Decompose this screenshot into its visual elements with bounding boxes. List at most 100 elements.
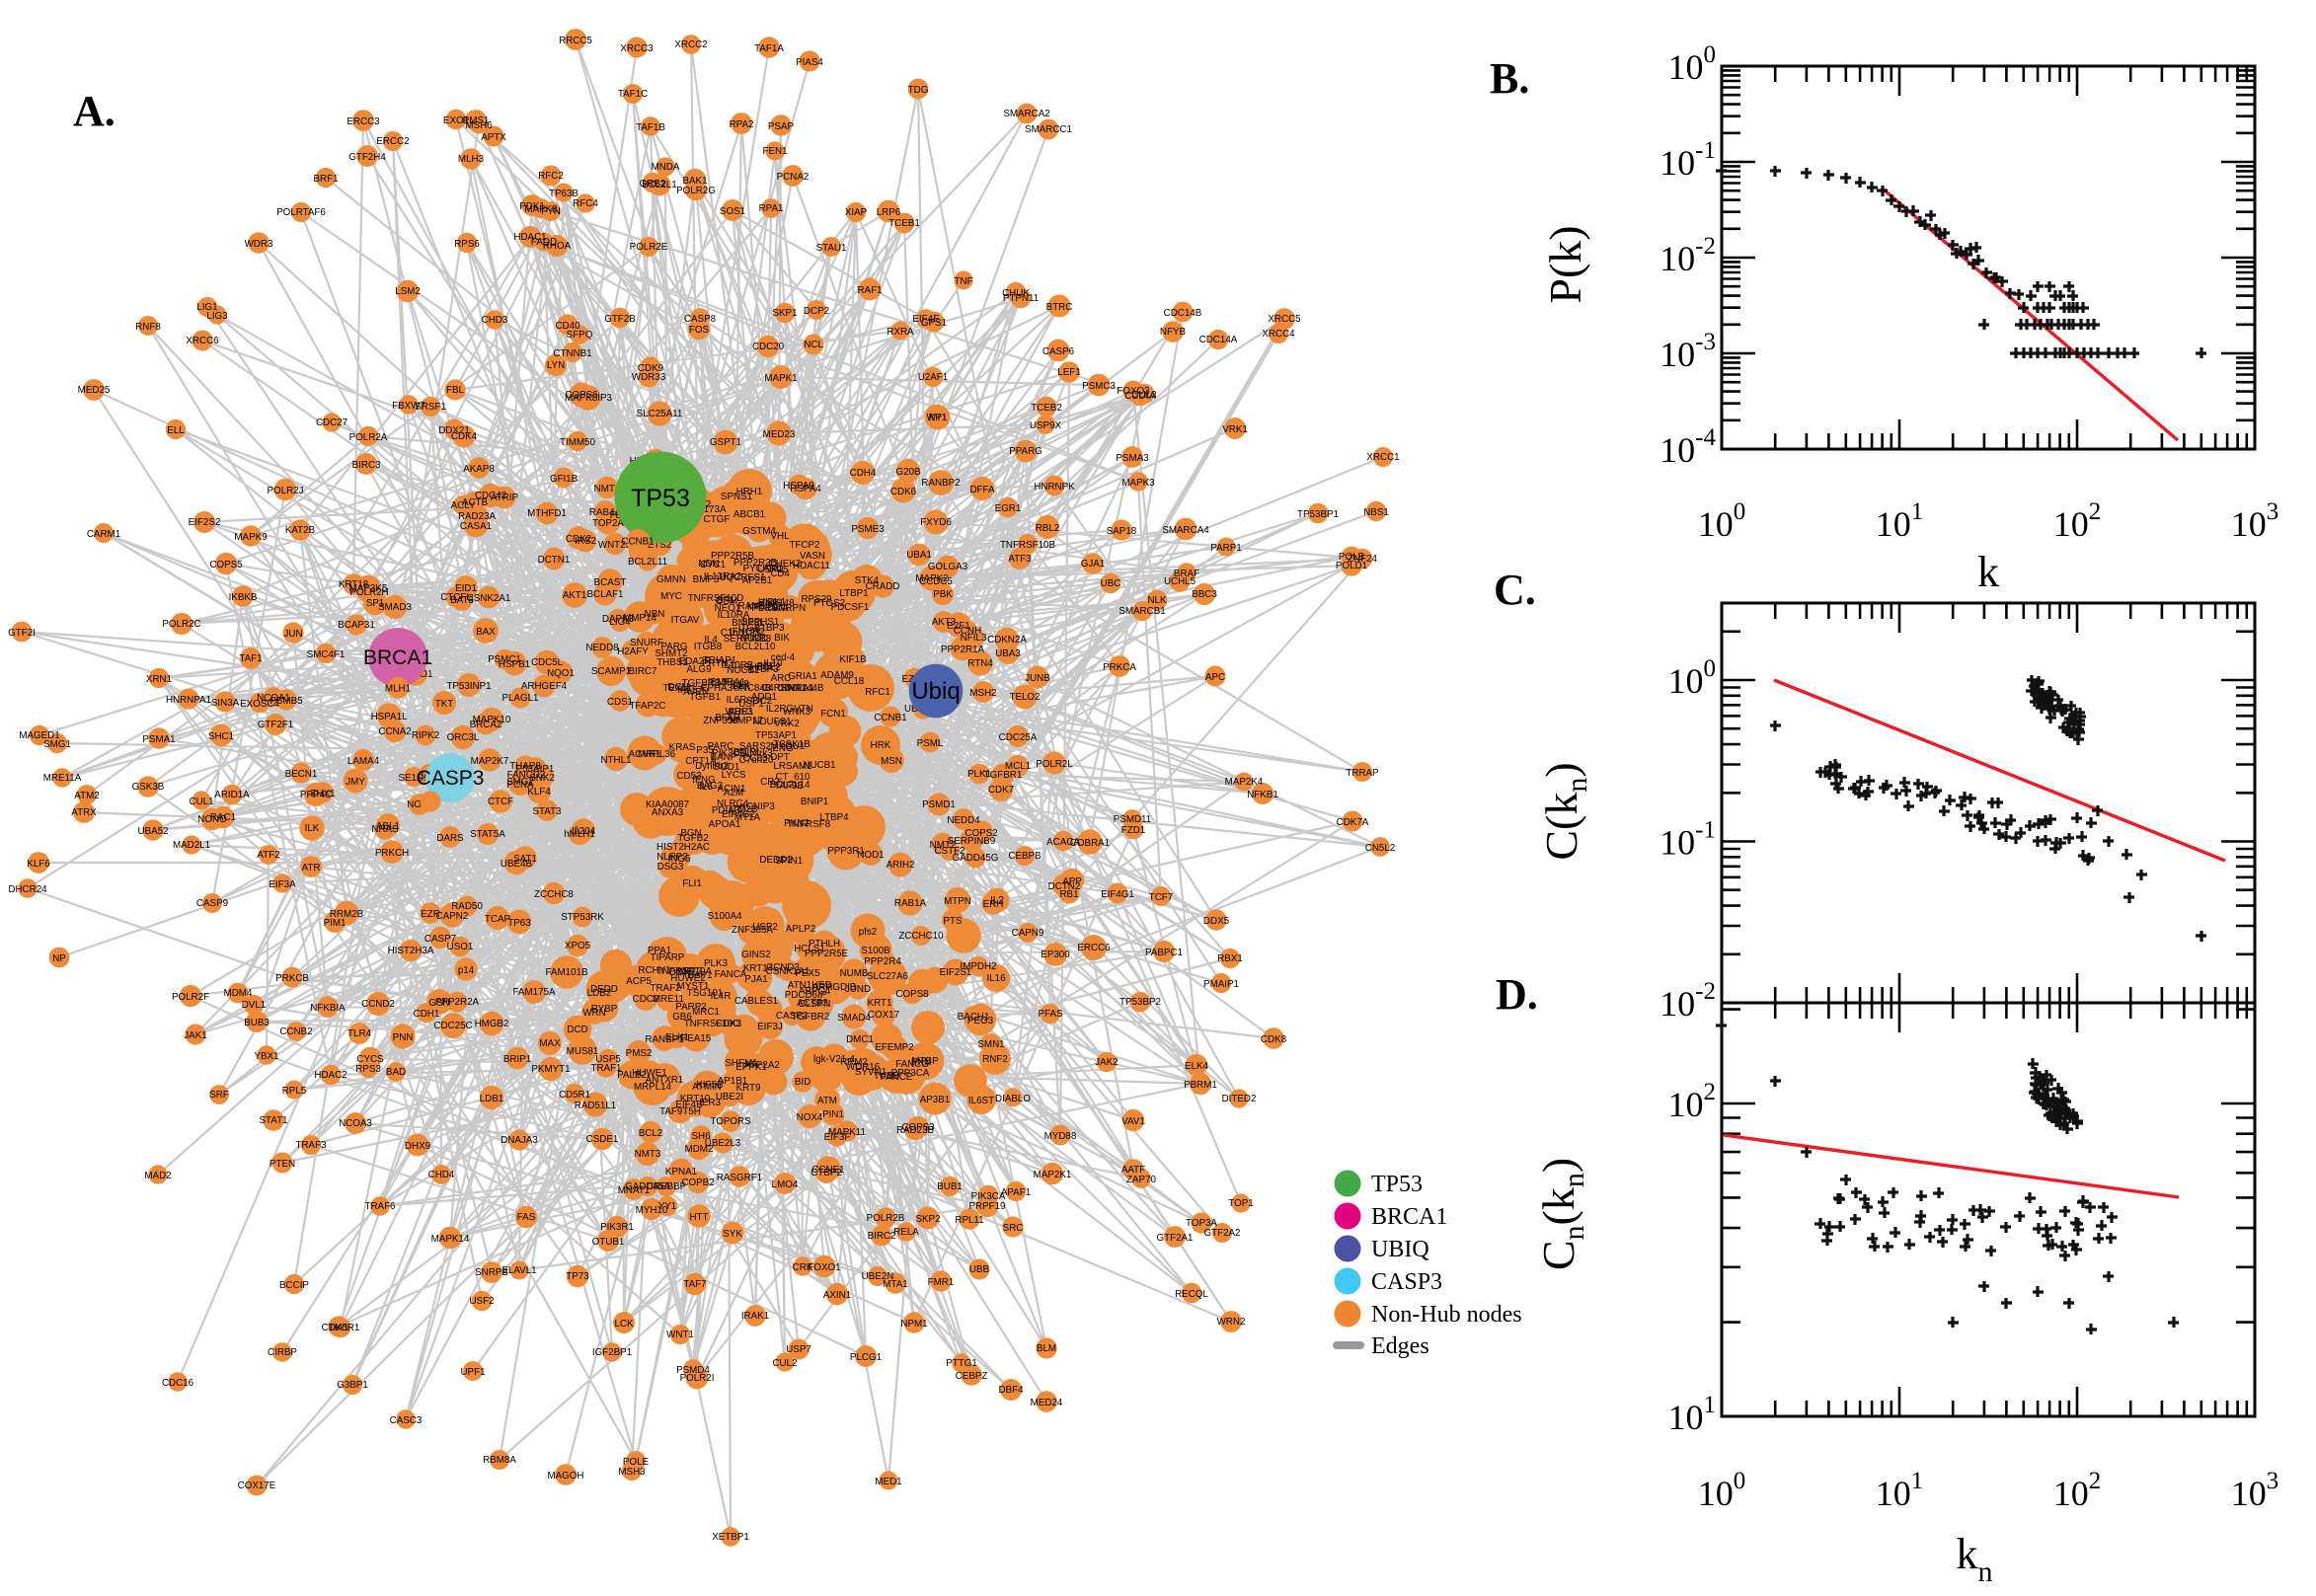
svg-text:LTBP1: LTBP1 [839, 588, 868, 599]
svg-text:ORC3L: ORC3L [447, 732, 480, 743]
svg-text:CREBBP: CREBBP [647, 1181, 687, 1192]
svg-text:HRH1: HRH1 [736, 487, 763, 497]
svg-text:ELAVL1: ELAVL1 [502, 1265, 536, 1276]
svg-text:PJA1: PJA1 [744, 974, 767, 985]
svg-text:COX17E: COX17E [238, 1481, 276, 1491]
svg-text:TP73: TP73 [566, 1271, 589, 1282]
svg-text:XRCC5: XRCC5 [1268, 314, 1301, 325]
svg-text:RANBP1: RANBP1 [645, 1034, 683, 1045]
svg-text:C4R: C4R [761, 683, 781, 694]
svg-text:EFEMP2: EFEMP2 [875, 1042, 913, 1053]
svg-text:ITM2B: ITM2B [730, 804, 758, 815]
svg-text:MAPK14: MAPK14 [431, 1234, 470, 1245]
svg-text:BCL2L14: BCL2L14 [770, 780, 811, 791]
svg-text:PYCARD: PYCARD [743, 564, 784, 574]
svg-text:ATR: ATR [302, 863, 321, 874]
svg-text:RASGRF1: RASGRF1 [717, 1173, 762, 1183]
svg-text:NP: NP [52, 953, 66, 964]
svg-text:KRT2: KRT2 [678, 966, 703, 977]
svg-text:MAD2: MAD2 [144, 1171, 171, 1181]
svg-text:UBE4B: UBE4B [501, 859, 533, 870]
svg-text:RAD51L1: RAD51L1 [575, 1101, 616, 1111]
svg-text:PIK3CD: PIK3CD [712, 748, 746, 759]
svg-text:D.: D. [1496, 970, 1538, 1019]
svg-text:EIF4G1: EIF4G1 [1101, 889, 1134, 900]
svg-text:YBX1: YBX1 [254, 1051, 278, 1062]
svg-text:ARHGEF4: ARHGEF4 [521, 681, 568, 692]
svg-text:NUCB2: NUCB2 [727, 665, 759, 676]
svg-text:PPP2R1A: PPP2R1A [941, 645, 985, 655]
svg-text:TAF1C: TAF1C [618, 89, 648, 100]
svg-text:WDR33: WDR33 [632, 372, 666, 383]
svg-text:PIN1: PIN1 [822, 1109, 844, 1120]
svg-text:CYC1: CYC1 [700, 560, 726, 570]
svg-text:RFC2: RFC2 [538, 171, 564, 182]
svg-text:STAT1: STAT1 [259, 1115, 287, 1126]
svg-text:DSG3: DSG3 [657, 862, 684, 873]
svg-text:CYCS: CYCS [356, 1054, 384, 1065]
svg-text:MAPK3: MAPK3 [1121, 478, 1155, 489]
svg-text:G20B: G20B [895, 467, 921, 478]
svg-text:TLR4: TLR4 [347, 1028, 372, 1039]
svg-text:MSN: MSN [881, 756, 902, 767]
svg-text:SMN1: SMN1 [977, 1039, 1004, 1050]
svg-text:TP53: TP53 [631, 485, 690, 512]
svg-text:USP2: USP2 [752, 922, 778, 933]
svg-text:ARL3: ARL3 [729, 707, 753, 718]
svg-text:COL2A1: COL2A1 [777, 683, 814, 694]
svg-text:TGFB2: TGFB2 [677, 833, 709, 844]
svg-text:TP53BP2: TP53BP2 [1119, 997, 1161, 1008]
svg-text:KRT9: KRT9 [736, 1083, 761, 1094]
svg-text:CASA1: CASA1 [460, 521, 492, 532]
svg-text:GSN: GSN [428, 998, 449, 1009]
svg-text:AVEN: AVEN [683, 687, 709, 698]
svg-text:COPB2: COPB2 [681, 1178, 714, 1188]
svg-text:MLH3: MLH3 [458, 154, 485, 165]
svg-text:PEX5: PEX5 [795, 968, 820, 979]
svg-text:PTPN11: PTPN11 [1003, 293, 1039, 304]
svg-text:BAD: BAD [386, 1067, 406, 1078]
svg-text:EIF2S2: EIF2S2 [189, 517, 221, 528]
svg-text:EPPK1: EPPK1 [735, 1062, 767, 1073]
svg-text:WRN2: WRN2 [1217, 1317, 1246, 1328]
svg-text:MAX: MAX [539, 1038, 561, 1049]
svg-text:TSG101: TSG101 [687, 988, 724, 999]
svg-text:GOLGA3: GOLGA3 [928, 562, 968, 572]
svg-text:USP9X: USP9X [1030, 420, 1062, 431]
svg-text:RPS29: RPS29 [801, 594, 831, 605]
svg-text:TRAF2: TRAF2 [650, 983, 680, 994]
svg-text:ZHX1: ZHX1 [310, 789, 335, 799]
svg-text:PPP2R5E: PPP2R5E [805, 949, 849, 959]
svg-text:PLK3: PLK3 [704, 958, 729, 969]
svg-text:TSSK1B: TSSK1B [773, 739, 811, 750]
svg-text:RAB1A: RAB1A [894, 898, 927, 909]
svg-text:COPS3: COPS3 [901, 1122, 935, 1133]
svg-text:NLRC4: NLRC4 [717, 798, 749, 809]
svg-text:MLH1: MLH1 [385, 684, 411, 695]
svg-text:ATRX: ATRX [71, 807, 97, 818]
svg-text:BRCA2: BRCA2 [470, 720, 502, 730]
svg-text:NMT3: NMT3 [635, 1149, 661, 1160]
svg-text:MSH2: MSH2 [969, 688, 996, 699]
svg-text:SE1D1: SE1D1 [398, 773, 428, 784]
svg-text:XRCC6: XRCC6 [186, 336, 219, 346]
svg-text:IKBKB: IKBKB [229, 592, 258, 603]
svg-text:MED23: MED23 [763, 429, 796, 440]
svg-text:WRN: WRN [582, 1008, 605, 1019]
svg-text:DPT: DPT [770, 752, 790, 763]
svg-text:CDC14A: CDC14A [1199, 335, 1238, 345]
svg-text:GB6: GB6 [672, 1012, 692, 1023]
svg-text:WDR16: WDR16 [846, 1062, 881, 1073]
svg-text:PRPF19: PRPF19 [968, 1201, 1005, 1212]
svg-text:HIST2H3A: HIST2H3A [388, 946, 434, 956]
svg-text:PARP1: PARP1 [1210, 543, 1241, 554]
svg-text:BAK1: BAK1 [682, 176, 707, 187]
svg-text:KLF6: KLF6 [27, 859, 50, 870]
svg-text:ACVR1: ACVR1 [629, 749, 661, 760]
svg-text:BNIPL: BNIPL [733, 747, 762, 758]
svg-text:KP1: KP1 [929, 413, 948, 423]
svg-text:PKMYT1: PKMYT1 [531, 1064, 570, 1075]
svg-text:LYCS: LYCS [722, 770, 746, 781]
svg-text:CDC16: CDC16 [162, 1378, 194, 1389]
svg-text:POLR2F: POLR2F [172, 992, 209, 1003]
